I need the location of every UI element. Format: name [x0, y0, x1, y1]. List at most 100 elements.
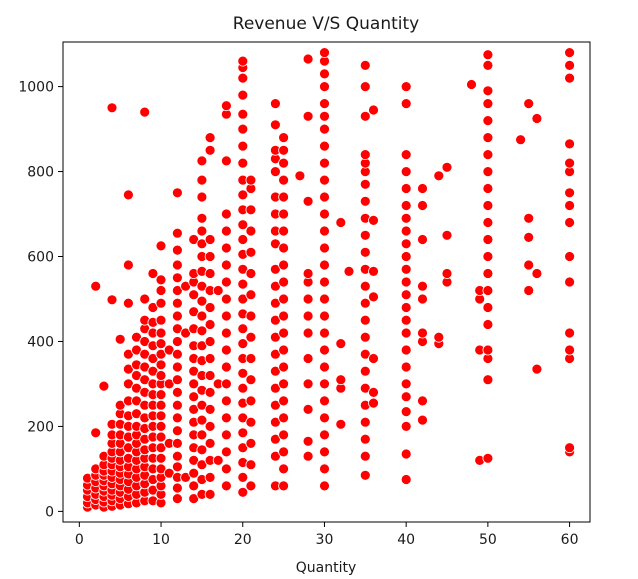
data-point: [204, 370, 216, 381]
data-point: [319, 81, 330, 92]
data-point: [278, 395, 290, 407]
data-point: [319, 259, 330, 271]
data-point: [269, 119, 281, 131]
data-point: [359, 365, 371, 377]
data-point: [564, 442, 575, 454]
data-point: [335, 338, 347, 350]
data-point: [220, 225, 232, 237]
data-point: [564, 138, 575, 150]
data-point: [400, 302, 412, 313]
data-point: [245, 416, 257, 428]
data-point: [368, 386, 379, 398]
data-point: [359, 331, 371, 343]
data-point: [245, 268, 257, 279]
data-point: [482, 234, 494, 245]
data-point: [155, 431, 167, 443]
data-point: [319, 446, 330, 458]
data-point: [482, 251, 494, 262]
data-point: [220, 100, 232, 112]
data-point: [400, 406, 412, 418]
data-point: [204, 353, 216, 364]
data-point: [302, 53, 314, 65]
data-point: [523, 98, 535, 109]
data-point: [278, 378, 290, 390]
data-point: [220, 327, 232, 339]
data-point: [171, 187, 183, 199]
data-point: [319, 98, 330, 109]
data-point: [188, 391, 200, 403]
data-point: [245, 459, 257, 471]
data-point: [204, 144, 216, 156]
data-point: [220, 480, 232, 492]
data-point: [302, 195, 314, 207]
data-point: [171, 412, 183, 424]
data-point: [196, 310, 208, 322]
data-point: [417, 183, 428, 194]
data-point: [188, 378, 200, 390]
data-point: [245, 437, 257, 449]
data-point: [237, 89, 249, 101]
data-point: [564, 200, 575, 211]
data-point: [278, 293, 290, 305]
data-point: [335, 217, 347, 228]
data-point: [220, 310, 232, 322]
data-point: [278, 361, 290, 373]
data-point: [106, 102, 118, 114]
data-point: [319, 276, 330, 288]
data-point: [171, 259, 183, 271]
data-point: [171, 244, 183, 256]
data-point: [417, 414, 428, 426]
data-point: [319, 123, 330, 135]
data-point: [400, 98, 412, 109]
data-point: [359, 229, 371, 241]
data-point: [237, 157, 249, 169]
data-point: [220, 242, 232, 254]
data-point: [417, 200, 428, 211]
x-tick-label: 60: [561, 532, 579, 548]
data-point: [237, 55, 249, 67]
plot-frame: [62, 41, 591, 523]
data-point: [359, 195, 371, 207]
data-point: [237, 108, 249, 120]
data-point: [278, 144, 290, 156]
y-axis: 0 200 400 600 800 1000: [18, 80, 63, 520]
data-point: [171, 336, 183, 347]
data-point: [155, 452, 167, 464]
data-point: [368, 291, 379, 303]
data-point: [212, 285, 224, 296]
data-point: [400, 149, 412, 161]
data-point: [278, 276, 290, 288]
data-point: [319, 310, 330, 322]
y-tick-label: 200: [27, 419, 54, 435]
data-point: [319, 191, 330, 203]
data-point: [245, 480, 257, 492]
data-point: [171, 386, 183, 398]
data-point: [188, 480, 200, 492]
data-point: [359, 60, 371, 71]
data-point: [171, 461, 183, 473]
data-point: [482, 132, 494, 144]
data-point: [245, 289, 257, 301]
data-point: [368, 397, 379, 409]
data-point: [171, 374, 183, 386]
data-point: [441, 229, 453, 241]
data-point: [278, 208, 290, 220]
data-point: [155, 327, 167, 339]
data-point: [564, 251, 575, 262]
data-point: [564, 217, 575, 228]
data-point: [319, 429, 330, 441]
data-point: [302, 327, 314, 339]
data-point: [400, 420, 412, 432]
data-point: [302, 268, 314, 279]
data-point: [122, 259, 134, 271]
data-point: [359, 450, 371, 462]
data-point: [269, 166, 281, 178]
data-point: [147, 268, 159, 279]
data-point: [237, 427, 249, 439]
data-point: [204, 319, 216, 330]
data-point: [523, 212, 535, 224]
x-tick-label: 40: [397, 532, 415, 548]
data-point: [220, 412, 232, 424]
data-point: [466, 79, 477, 90]
data-point: [196, 325, 208, 337]
